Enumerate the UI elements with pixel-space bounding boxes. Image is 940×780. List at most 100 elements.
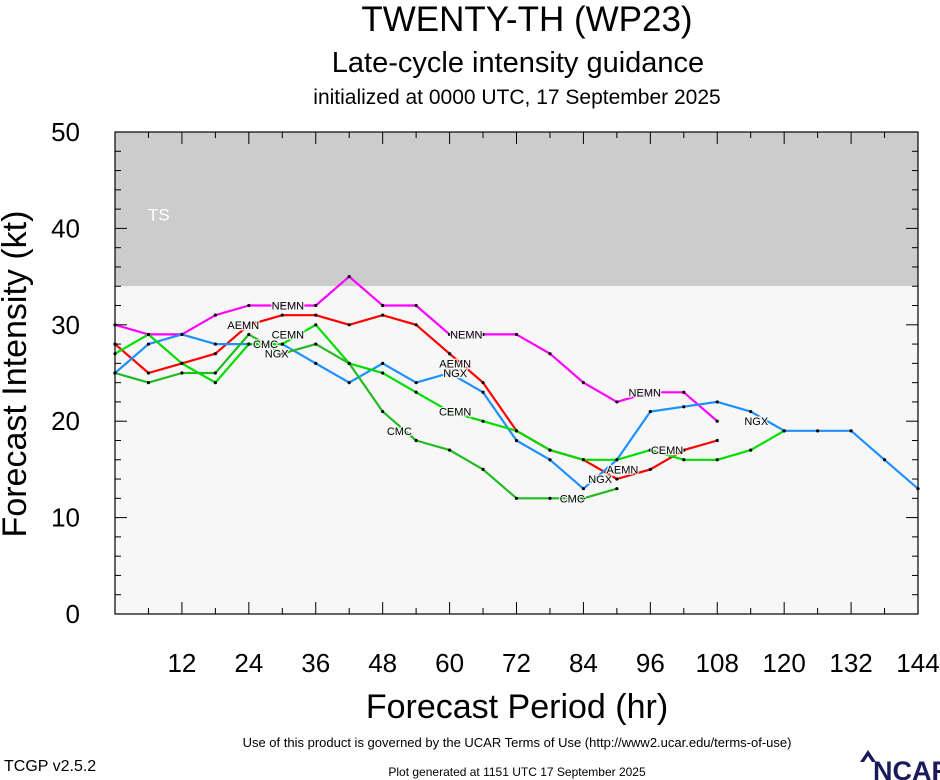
chart-initialized: initialized at 0000 UTC, 17 September 20… xyxy=(313,86,720,109)
series-line-cmc xyxy=(114,333,618,500)
data-point-cemn xyxy=(682,458,686,462)
data-point-cemn xyxy=(481,419,485,423)
y-tick-label: 50 xyxy=(51,117,80,147)
data-point-ngx xyxy=(414,381,418,385)
series-label-cemn: CEMN xyxy=(651,445,683,457)
x-tick-label: 48 xyxy=(368,648,397,678)
y-tick-label: 10 xyxy=(51,503,80,533)
data-point-cmc xyxy=(347,361,351,365)
series-label-cmc: CMC xyxy=(253,339,278,351)
y-tick-label: 0 xyxy=(66,599,80,629)
data-point-ngx xyxy=(816,429,820,433)
data-point-aemn xyxy=(682,448,686,452)
version-text: TCGP v2.5.2 xyxy=(4,758,96,775)
data-point-nemn xyxy=(548,352,552,356)
series-label-nemn: NEMN xyxy=(629,387,661,399)
data-point-cemn xyxy=(581,458,586,462)
series-lines xyxy=(113,275,920,500)
data-point-ngx xyxy=(381,361,385,365)
data-point-ngx xyxy=(849,429,853,433)
data-point-aemn xyxy=(615,477,619,481)
data-point-cemn xyxy=(548,448,552,452)
intensity-bands xyxy=(115,132,918,614)
y-tick-label: 20 xyxy=(51,406,80,436)
series-label-cemn: CEMN xyxy=(272,329,304,341)
data-point-nemn xyxy=(381,303,385,308)
ncar-logo-mark xyxy=(860,750,876,762)
data-point-nemn xyxy=(581,381,586,385)
data-point-cmc xyxy=(548,496,552,500)
data-point-ngx xyxy=(749,409,753,414)
data-point-cmc xyxy=(280,352,284,356)
data-point-cmc xyxy=(514,496,519,500)
data-point-nemn xyxy=(280,303,284,308)
data-point-cmc xyxy=(180,371,184,375)
x-tick-labels: 12 24 36 48 60 72 84 96 108 120 132 144 xyxy=(167,648,939,678)
band-label-ts: TS xyxy=(148,206,170,225)
data-point-cemn xyxy=(180,361,184,365)
data-point-ngx xyxy=(882,458,887,462)
data-point-cemn xyxy=(146,332,151,337)
data-point-cmc xyxy=(481,467,485,471)
y-tick-label: 40 xyxy=(51,213,80,243)
series-label-nemn: NEMN xyxy=(450,329,482,341)
x-tick-label: 60 xyxy=(435,648,464,678)
data-point-nemn xyxy=(447,332,452,337)
data-point-nemn xyxy=(247,303,251,308)
series-label-ngx: NGX xyxy=(265,349,290,361)
data-point-cemn xyxy=(749,448,753,452)
x-tick-label: 96 xyxy=(636,648,665,678)
series-labels: NEMNNEMNNEMNAEMNAEMNAEMNNGXNGXNGXNGXCEMN… xyxy=(226,299,770,506)
data-point-cemn xyxy=(648,448,652,452)
data-point-cmc xyxy=(414,438,418,443)
series-label-aemn: AEMN xyxy=(227,320,259,332)
band-below-ts xyxy=(115,286,918,614)
series-label-aemn: AEMN xyxy=(439,358,471,370)
data-point-ngx xyxy=(682,405,686,409)
ncar-logo-text: NCAR xyxy=(873,756,940,780)
data-point-cmc xyxy=(447,448,452,452)
data-point-cmc xyxy=(314,342,318,346)
data-point-cmc xyxy=(213,371,217,375)
data-point-aemn xyxy=(347,323,351,327)
x-axis-label: Forecast Period (hr) xyxy=(366,688,668,726)
series-label-cmc: CMC xyxy=(387,426,412,438)
chart-title: TWENTY-TH (WP23) xyxy=(361,0,692,39)
data-point-cmc xyxy=(146,381,151,385)
data-point-nemn xyxy=(648,390,652,394)
data-point-aemn xyxy=(414,323,418,327)
data-point-cemn xyxy=(381,371,385,375)
data-point-nemn xyxy=(314,303,318,308)
data-point-cemn xyxy=(213,381,217,385)
data-point-ngx xyxy=(447,371,452,375)
data-point-nemn xyxy=(347,275,351,279)
data-point-cemn xyxy=(247,342,251,346)
x-tick-label: 36 xyxy=(301,648,330,678)
data-point-cemn xyxy=(414,390,418,394)
data-point-cmc xyxy=(615,487,619,491)
band-ts xyxy=(115,132,918,287)
series-label-cmc: CMC xyxy=(560,493,585,505)
series-label-ngx: NGX xyxy=(443,368,468,380)
data-point-nemn xyxy=(414,303,418,308)
data-point-cemn xyxy=(314,323,318,327)
data-point-cmc xyxy=(381,409,385,414)
series-label-aemn: AEMN xyxy=(607,464,639,476)
data-point-aemn xyxy=(146,371,151,375)
data-point-nemn xyxy=(514,332,519,337)
data-point-aemn xyxy=(648,467,652,471)
data-point-ngx xyxy=(481,390,485,394)
data-point-ngx xyxy=(715,400,719,404)
x-tick-label: 12 xyxy=(167,648,196,678)
data-point-ngx xyxy=(648,409,652,414)
x-tick-label: 132 xyxy=(829,648,872,678)
data-point-ngx xyxy=(514,438,519,443)
data-point-aemn xyxy=(247,323,251,327)
band-labels: TS xyxy=(148,206,170,225)
series-label-ngx: NGX xyxy=(744,416,769,428)
plot-area: TS NEMNNEMNNEMNAEMNAEMNAEMNNGXNGXNGXNGXC… xyxy=(51,117,940,678)
data-point-aemn xyxy=(280,313,284,317)
data-point-aemn xyxy=(381,313,385,317)
series-label-ngx: NGX xyxy=(588,474,613,486)
